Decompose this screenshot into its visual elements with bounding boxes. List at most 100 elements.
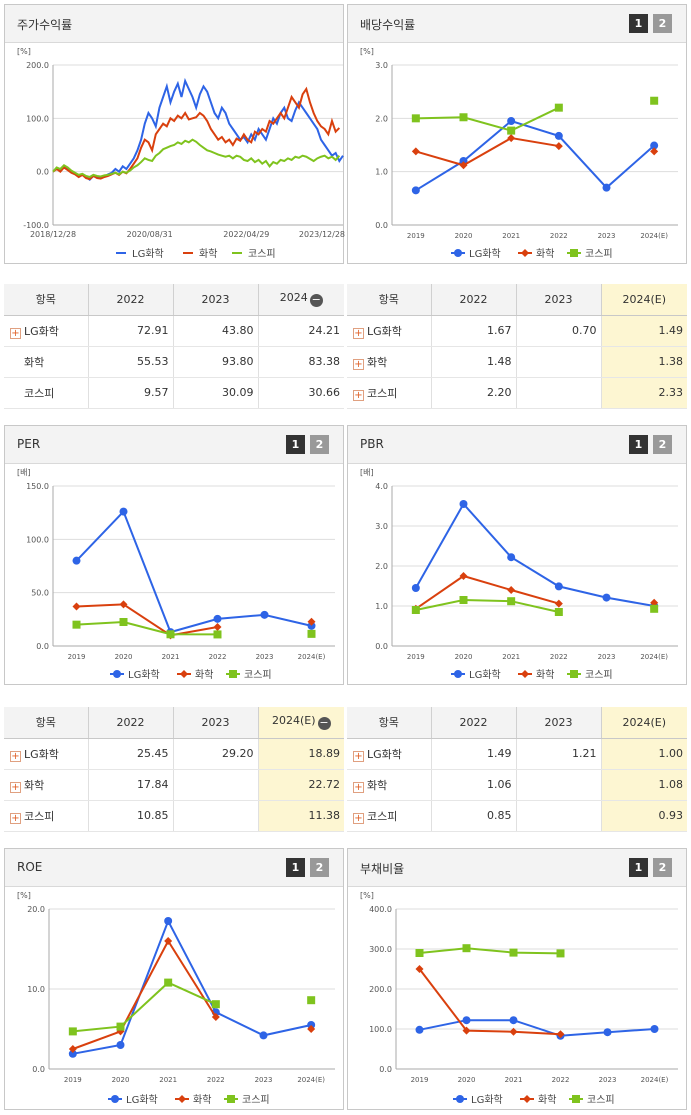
x-tick-label: 2023	[598, 232, 616, 240]
x-tick-label: 2021	[502, 232, 520, 240]
collapse-icon[interactable]: −	[309, 293, 323, 308]
y-tick-label: 300.0	[369, 945, 392, 954]
legend-label: LG화학	[128, 669, 160, 681]
data-point	[507, 553, 516, 562]
data-point	[650, 604, 659, 613]
table-cell: 43.80	[173, 315, 259, 347]
x-tick-label: 2024(E)	[641, 1076, 669, 1084]
data-point	[213, 614, 222, 623]
panel-title: 부채비율	[360, 862, 405, 876]
data-point	[68, 1045, 77, 1053]
data-point	[307, 629, 316, 638]
data-point	[554, 103, 563, 112]
y-tick-label: 0.0	[36, 642, 49, 651]
expand-plus-icon[interactable]: +	[353, 358, 364, 370]
x-tick-label: 2024(E)	[298, 653, 326, 661]
series-kospi	[411, 596, 659, 616]
x-tick-label: 2020	[458, 1076, 476, 1084]
column-header: 2023	[516, 707, 602, 739]
table-cell: 1.48	[431, 346, 517, 378]
row-name-cell: + 코스피	[347, 377, 432, 409]
table-row: + 코스피 10.85 11.38	[4, 800, 344, 832]
y-tick-label: -100.0	[23, 221, 49, 230]
column-header: 2024(E)	[601, 284, 687, 316]
legend: LG화학 화학 코스피	[116, 248, 276, 260]
y-tick-label: 10.0	[27, 985, 45, 994]
series-kospi	[72, 618, 316, 639]
expand-plus-icon[interactable]: +	[10, 781, 21, 793]
panel-title: 배당수익률	[360, 18, 416, 32]
data-point	[459, 500, 468, 508]
row-name-cell: + 화학	[347, 346, 432, 378]
legend-label: 코스피	[248, 248, 276, 260]
panel-title: PER	[17, 437, 41, 451]
collapse-icon[interactable]: −	[317, 716, 331, 731]
page-1-button[interactable]: 1	[286, 858, 305, 877]
series-line	[414, 502, 655, 607]
debt-ratio-chart: [%] 400.0 300.0 200.0 100.0 0.0 2019 2020 2021 20…	[360, 891, 678, 1106]
row-name: LG화학	[24, 747, 59, 761]
table-cell	[516, 377, 602, 409]
expand-plus-icon[interactable]: +	[353, 781, 364, 793]
expand-plus-icon[interactable]: +	[10, 812, 21, 824]
series-lg	[72, 507, 316, 637]
page-1-button[interactable]: 1	[629, 435, 648, 454]
column-header: 2023	[173, 707, 259, 739]
x-tick-label: 2019	[64, 1076, 82, 1084]
series-line	[415, 106, 560, 132]
page-1-button[interactable]: 1	[629, 14, 648, 33]
x-tick-label: 2019	[411, 1076, 429, 1084]
data-point	[650, 598, 659, 607]
page-2-button[interactable]: 2	[653, 14, 672, 33]
table-row: + LG화학 1.49 1.21 1.00	[347, 738, 687, 770]
y-tick-label: 0.0	[375, 642, 388, 651]
data-point	[213, 622, 222, 631]
data-point	[650, 96, 659, 105]
y-tick-label: 1.0	[375, 168, 388, 177]
page-2-button[interactable]: 2	[653, 858, 672, 877]
page-1-button[interactable]: 1	[286, 435, 305, 454]
data-point	[602, 593, 611, 602]
data-point	[260, 610, 269, 619]
y-tick-label: 0.0	[379, 1065, 392, 1074]
table-header-row: 항목 2022 2023 2024(E) −	[4, 707, 344, 739]
page-2-button[interactable]: 2	[310, 435, 329, 454]
data-point	[211, 1013, 220, 1021]
data-point	[509, 1016, 518, 1025]
expand-plus-icon[interactable]: +	[353, 389, 364, 401]
page-2-button[interactable]: 2	[653, 435, 672, 454]
data-point	[554, 599, 563, 608]
table-cell: 0.85	[431, 800, 517, 832]
expand-plus-icon[interactable]: +	[353, 750, 364, 762]
series-lg	[411, 500, 659, 610]
page-2-button[interactable]: 2	[310, 858, 329, 877]
y-tick-label: 2.0	[375, 114, 388, 123]
page-1-button[interactable]: 1	[629, 858, 648, 877]
expand-plus-icon[interactable]: +	[353, 327, 364, 339]
legend-label: 코스피	[244, 669, 272, 681]
data-point	[116, 1041, 125, 1049]
expand-plus-icon[interactable]: +	[10, 750, 21, 762]
expand-plus-icon[interactable]: +	[10, 327, 21, 339]
table-row: + 화학 1.06 1.08	[347, 769, 687, 801]
legend-label: 화학	[199, 248, 217, 260]
legend-label: LG화학	[469, 248, 501, 260]
data-point	[556, 1030, 565, 1039]
data-point	[411, 147, 420, 156]
expand-plus-icon[interactable]: +	[353, 812, 364, 824]
data-point	[462, 1026, 471, 1035]
legend-swatch	[570, 670, 578, 678]
legend-swatch	[454, 670, 462, 678]
data-point	[415, 1025, 424, 1034]
y-tick-label: 400.0	[369, 905, 392, 914]
column-header: 2024−	[258, 284, 344, 316]
series-line	[76, 620, 218, 636]
data-point	[259, 1031, 268, 1040]
x-tick-label: 2022	[209, 653, 227, 661]
table-cell: 17.84	[88, 769, 174, 801]
row-name: 화학	[24, 778, 45, 792]
table-row: + 코스피 2.20 2.33	[347, 377, 687, 409]
